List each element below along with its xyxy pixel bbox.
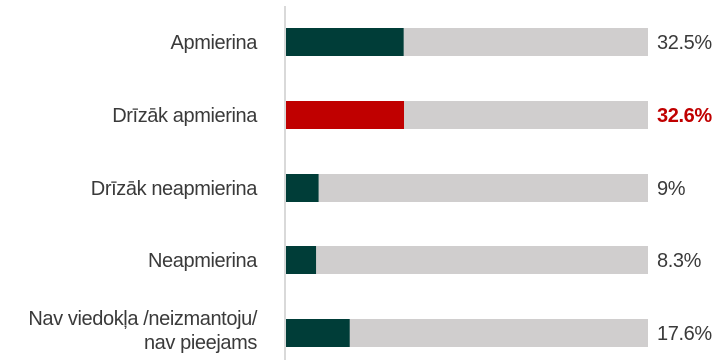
bar-highlighted (286, 101, 405, 129)
category-label-line: Apmierina (171, 32, 259, 54)
bar-rows: Apmierina 32.5%Drīzāk apmierina 32.6%Drīzā… (28, 28, 713, 354)
category-label-line: Drīzāk apmierina (112, 105, 258, 127)
bar-track (286, 174, 648, 202)
bar-row: Drīzāk neapmierina 9% (91, 174, 686, 202)
category-label-line: nav pieejams (144, 332, 257, 354)
category-label-line: Drīzāk neapmierina (91, 178, 258, 200)
category-label: Drīzāk apmierina (112, 105, 258, 127)
bar-track (286, 246, 648, 274)
category-label: Drīzāk neapmierina (91, 178, 258, 200)
bar-row: Apmierina 32.5% (171, 28, 713, 56)
category-label-line: Neapmierina (148, 250, 258, 272)
bar-row: Neapmierina 8.3% (148, 246, 702, 274)
category-label: Apmierina (171, 32, 259, 54)
value-label: 32.5% (657, 32, 712, 54)
value-label-highlighted: 32.6% (657, 105, 712, 127)
bar-row: Nav viedokļa /neizmantoju/nav pieejams 17… (28, 308, 712, 354)
category-label-line: Nav viedokļa /neizmantoju/ (28, 308, 257, 330)
value-label: 8.3% (657, 250, 702, 272)
bar-row: Drīzāk apmierina 32.6% (112, 101, 713, 129)
bar (286, 28, 404, 56)
value-label: 17.6% (657, 323, 712, 345)
value-label: 9% (657, 178, 686, 200)
category-label: Neapmierina (148, 250, 258, 272)
bar (286, 174, 319, 202)
bar (286, 246, 317, 274)
bar (286, 319, 350, 347)
category-label: Nav viedokļa /neizmantoju/nav pieejams (28, 308, 257, 354)
